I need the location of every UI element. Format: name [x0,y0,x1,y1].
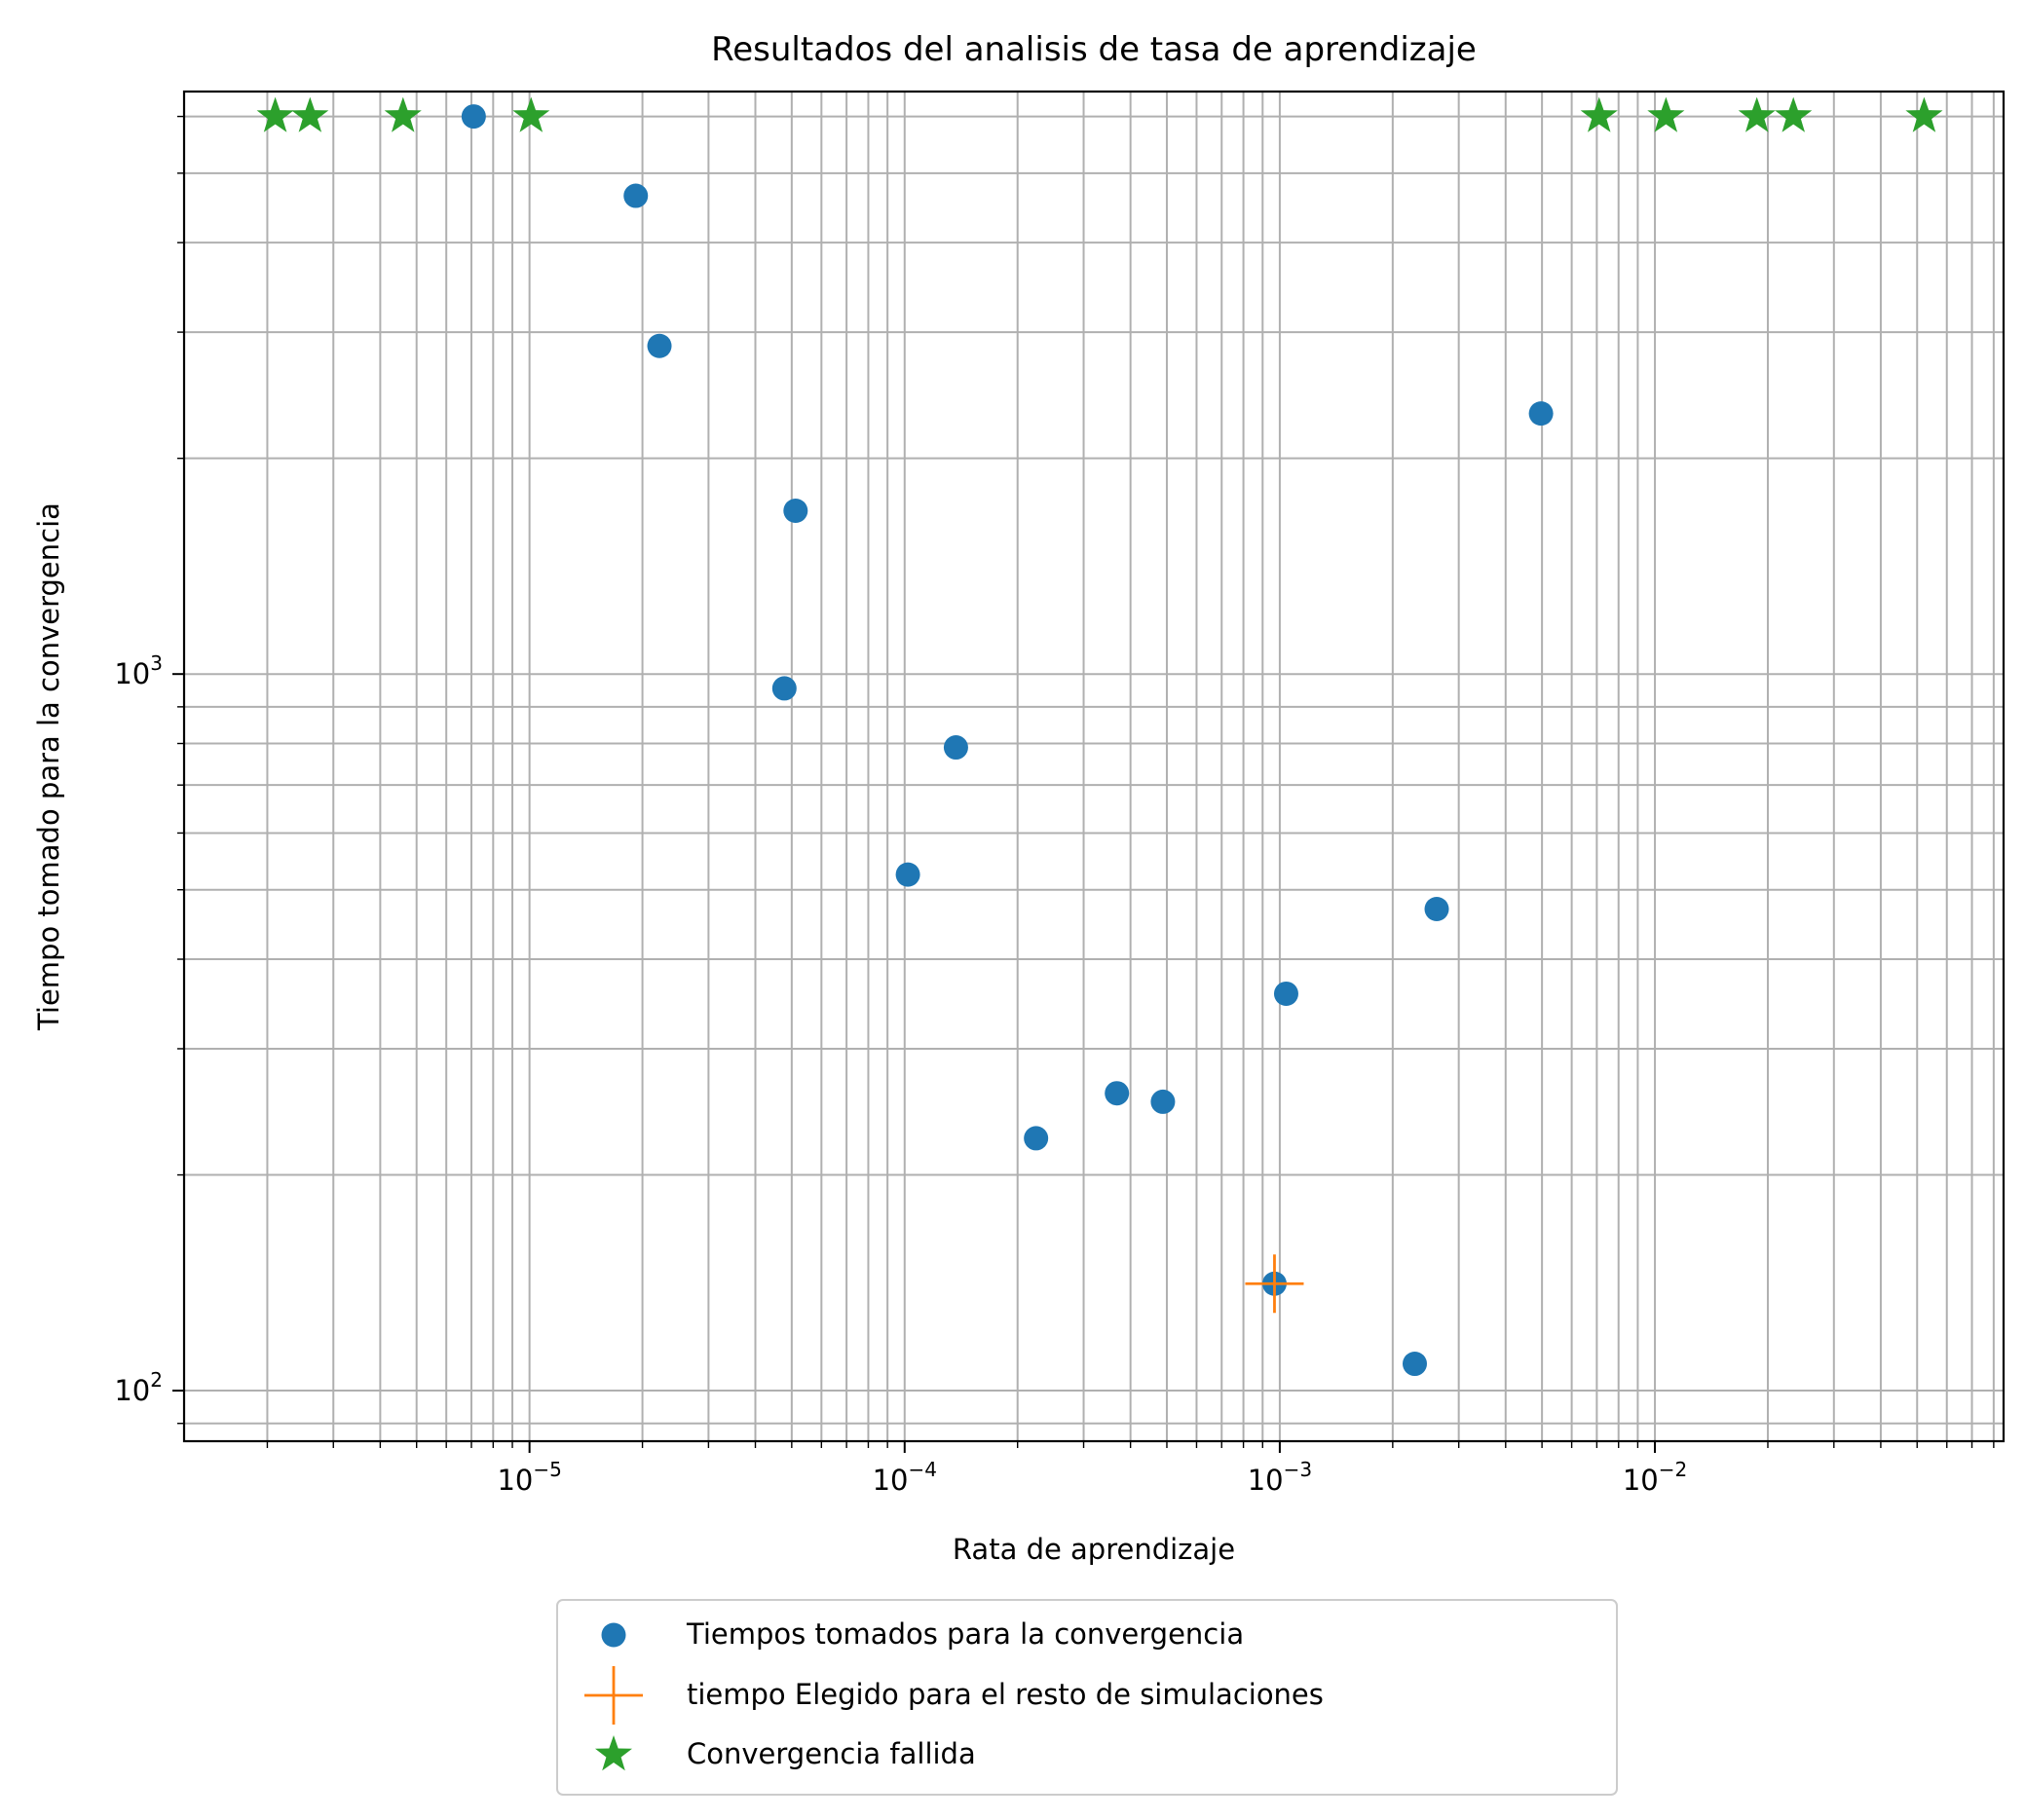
data-point-fallida [1580,96,1618,132]
data-point-convergencia [1402,1352,1427,1377]
data-point-convergencia [1105,1081,1130,1106]
legend-symbol [584,1666,643,1725]
legend-box [556,1599,1618,1796]
data-point-fallida [512,96,550,132]
data-point-fallida [1647,96,1685,132]
data-point-convergencia [771,676,797,701]
data-point-convergencia [1424,896,1449,921]
legend-entry-elegido: tiempo Elegido para el resto de simulaci… [687,1678,1324,1711]
data-point-elegido [1245,1254,1304,1314]
x-tick-label: 10−3 [1248,1458,1312,1497]
data-point-convergencia [623,183,649,208]
x-tick-label: 10−5 [497,1458,561,1497]
data-point-fallida [1738,96,1776,132]
data-point-convergencia [1528,401,1554,427]
legend-marker-circle [601,1622,626,1648]
data-point-convergencia [461,104,486,130]
legend-entry-tiempos: Tiempos tomados para la convergencia [686,1617,1244,1651]
data-point-fallida [1775,96,1813,132]
data-point-convergencia [1150,1089,1176,1114]
data-point-convergencia [943,735,968,761]
data-points [256,96,1943,1377]
x-axis-label: Rata de aprendizaje [953,1533,1235,1566]
legend-entry-fallida: Convergencia fallida [687,1737,976,1770]
ticks: 10−5 10−4 10−3 10−2 102 103 [114,115,1995,1497]
y-axis-label: Tiempo tomado para la convergencia [32,502,65,1031]
x-tick-label: 10−4 [873,1458,937,1497]
data-point-fallida [256,96,294,132]
data-point-fallida [1905,96,1943,132]
grid [184,92,2004,1441]
data-point-fallida [384,96,422,132]
chart-title: Resultados del analisis de tasa de apren… [711,30,1477,69]
y-tick-label: 102 [114,1368,163,1407]
legend-marker-star [595,1735,632,1771]
data-point-convergencia [895,862,920,887]
legend-symbol [595,1735,632,1771]
x-tick-label: 10−2 [1623,1458,1687,1497]
data-point-convergencia [783,499,808,524]
legend-marker-plus [584,1666,643,1725]
plot-area-frame [182,90,2006,1443]
data-point-convergencia [647,333,672,358]
data-point-convergencia [1024,1126,1049,1151]
legend-symbol [601,1622,626,1648]
legend: Tiempos tomados para la convergencia tie… [556,1599,1618,1796]
data-point-fallida [291,96,329,132]
data-point-convergencia [1273,981,1298,1006]
y-tick-label: 103 [114,651,163,690]
